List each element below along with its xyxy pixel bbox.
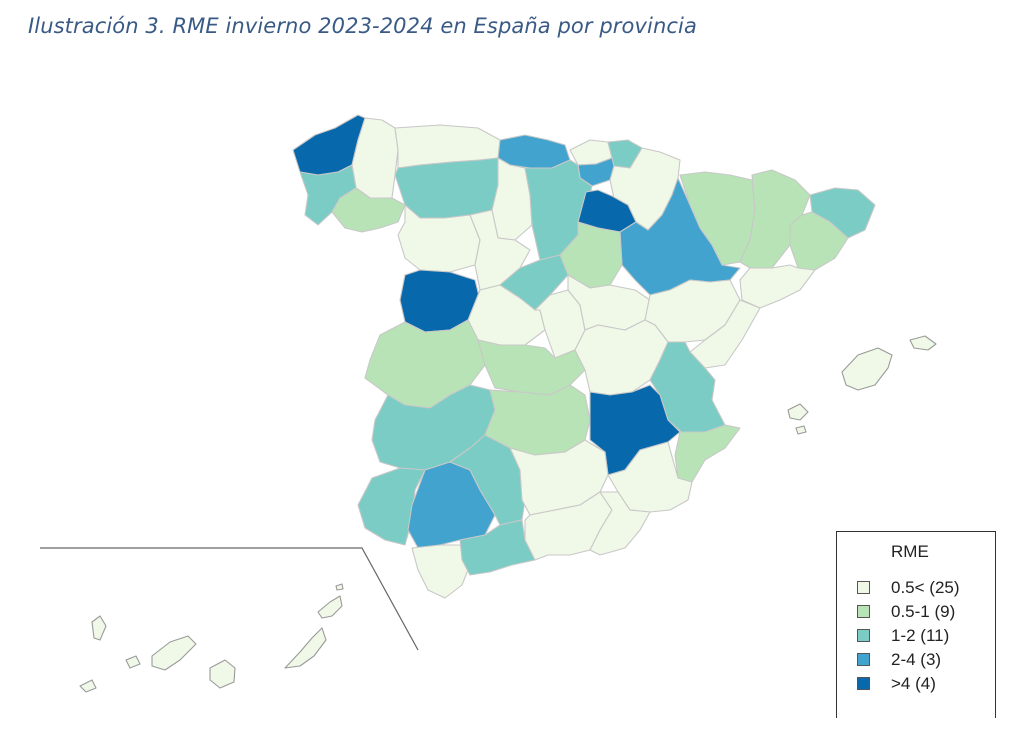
legend-swatch (857, 581, 870, 594)
province-zamora (397, 204, 481, 273)
island-mallorca (841, 347, 893, 391)
legend-swatch (857, 605, 870, 618)
province-ourense (331, 187, 406, 233)
province-barcelona (789, 211, 849, 271)
canary-inset-frame (40, 547, 419, 651)
legend-label: 0.5< (25) (891, 578, 960, 597)
island-fuerteventura (284, 627, 327, 669)
province-alicante (674, 424, 741, 483)
island-el-hierro (79, 679, 97, 693)
island-lanzarote (317, 595, 343, 619)
island-menorca (909, 335, 937, 351)
island-tenerife (151, 635, 197, 671)
island-la-gomera (125, 655, 141, 669)
province-tarragona (739, 264, 816, 309)
province-cantabria (497, 134, 571, 169)
province-cadiz (411, 544, 471, 599)
legend-label: 0.5-1 (9) (891, 602, 956, 621)
legend-swatch (857, 653, 870, 666)
island-ibiza (787, 403, 809, 421)
legend-swatch (857, 677, 870, 690)
legend-label: 1-2 (11) (891, 626, 950, 645)
legend-label: 2-4 (3) (891, 650, 942, 669)
province-cordoba (449, 434, 526, 526)
legend-label: >4 (4) (891, 674, 936, 693)
figure-caption: Ilustración 3. RME invierno 2023-2024 en… (28, 14, 697, 38)
island-la-graciosa (335, 583, 344, 591)
legend-swatch (857, 629, 870, 642)
island-gran-canaria (209, 659, 236, 689)
map-legend: RME 0.5< (25) 0.5-1 (9) 1-2 (11) 2-4 (3)… (836, 531, 996, 718)
legend-title: RME (891, 542, 929, 561)
island-la-palma (91, 615, 107, 641)
province-palencia (491, 157, 533, 241)
island-formentera (795, 425, 807, 435)
province-almeria (589, 491, 651, 556)
